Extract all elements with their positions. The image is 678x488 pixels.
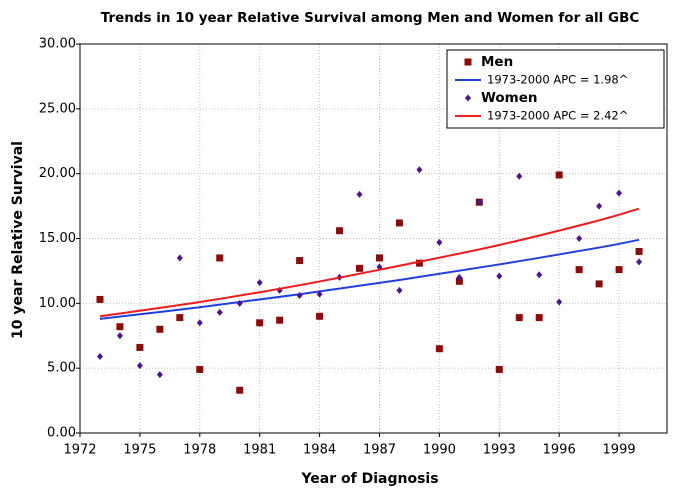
x-tick-label: 1990 xyxy=(423,443,456,458)
data-point xyxy=(156,371,163,379)
x-axis-label: Year of Diagnosis xyxy=(300,471,438,487)
data-point xyxy=(395,219,403,227)
data-point xyxy=(136,362,143,370)
x-tick-label: 1984 xyxy=(303,443,336,458)
data-point xyxy=(576,235,583,242)
data-point xyxy=(435,345,443,353)
data-point xyxy=(236,386,244,394)
legend-box xyxy=(446,49,665,129)
data-point xyxy=(356,264,364,272)
data-point xyxy=(256,319,264,327)
legend-marker xyxy=(465,94,471,102)
legend-marker xyxy=(464,58,472,66)
legend-label: Men xyxy=(481,54,513,70)
y-tick-label: 25.00 xyxy=(39,101,76,116)
data-point xyxy=(136,343,144,351)
data-point xyxy=(595,280,603,288)
legend-label: 1973-2000 APC = 1.98^ xyxy=(487,73,628,87)
y-tick-label: 5.00 xyxy=(47,361,76,376)
data-point xyxy=(236,299,243,307)
data-point xyxy=(556,298,563,306)
y-tick-label: 30.00 xyxy=(39,37,76,52)
data-point xyxy=(176,254,183,262)
data-point xyxy=(336,227,344,235)
y-tick-label: 20.00 xyxy=(39,166,76,181)
data-point xyxy=(615,266,623,274)
data-point xyxy=(636,258,643,266)
data-point xyxy=(516,172,523,180)
data-point xyxy=(176,314,184,322)
x-tick-label: 1978 xyxy=(183,443,216,458)
data-point xyxy=(535,314,543,322)
data-point xyxy=(515,314,523,322)
x-tick-label: 1996 xyxy=(543,443,576,458)
data-point xyxy=(456,273,463,281)
data-point xyxy=(316,290,323,298)
trend-line xyxy=(99,207,640,318)
data-point xyxy=(575,266,583,274)
data-point xyxy=(415,259,423,267)
data-point xyxy=(296,292,303,300)
legend-label: Women xyxy=(481,90,538,106)
data-point xyxy=(276,316,284,324)
data-point xyxy=(476,198,483,206)
data-point xyxy=(496,272,503,280)
data-point xyxy=(156,325,164,333)
y-tick-label: 10.00 xyxy=(39,296,76,311)
x-tick-label: 1993 xyxy=(483,443,516,458)
x-tick-label: 1987 xyxy=(363,443,396,458)
data-point xyxy=(196,319,203,327)
data-point xyxy=(436,238,443,246)
y-tick-label: 15.00 xyxy=(39,231,76,246)
data-point xyxy=(596,202,603,210)
data-point xyxy=(616,189,623,197)
data-point xyxy=(495,365,503,373)
data-point xyxy=(455,277,463,285)
data-point xyxy=(536,271,543,279)
y-axis-label: 10 year Relative Survival xyxy=(10,141,26,339)
data-point xyxy=(416,166,423,174)
y-tick-label: 0.00 xyxy=(47,426,76,441)
data-point xyxy=(375,254,383,262)
trend-line xyxy=(99,238,640,320)
data-point xyxy=(296,257,304,265)
x-tick-label: 1981 xyxy=(243,443,276,458)
data-point xyxy=(196,365,204,373)
chart-title: Trends in 10 year Relative Survival amon… xyxy=(101,10,640,26)
data-point xyxy=(316,312,324,320)
data-point xyxy=(96,352,103,360)
data-point xyxy=(356,190,363,198)
data-point xyxy=(96,295,104,303)
data-point xyxy=(116,323,124,331)
data-point xyxy=(555,171,563,179)
data-point xyxy=(216,254,224,262)
data-point xyxy=(396,286,403,294)
data-point xyxy=(216,308,223,316)
plot-frame xyxy=(79,43,668,434)
data-point xyxy=(635,247,643,255)
data-point xyxy=(256,279,263,287)
x-tick-label: 1999 xyxy=(603,443,636,458)
legend-label: 1973-2000 APC = 2.42^ xyxy=(487,109,628,123)
x-tick-label: 1972 xyxy=(63,443,96,458)
x-tick-label: 1975 xyxy=(123,443,156,458)
data-point xyxy=(116,332,123,340)
